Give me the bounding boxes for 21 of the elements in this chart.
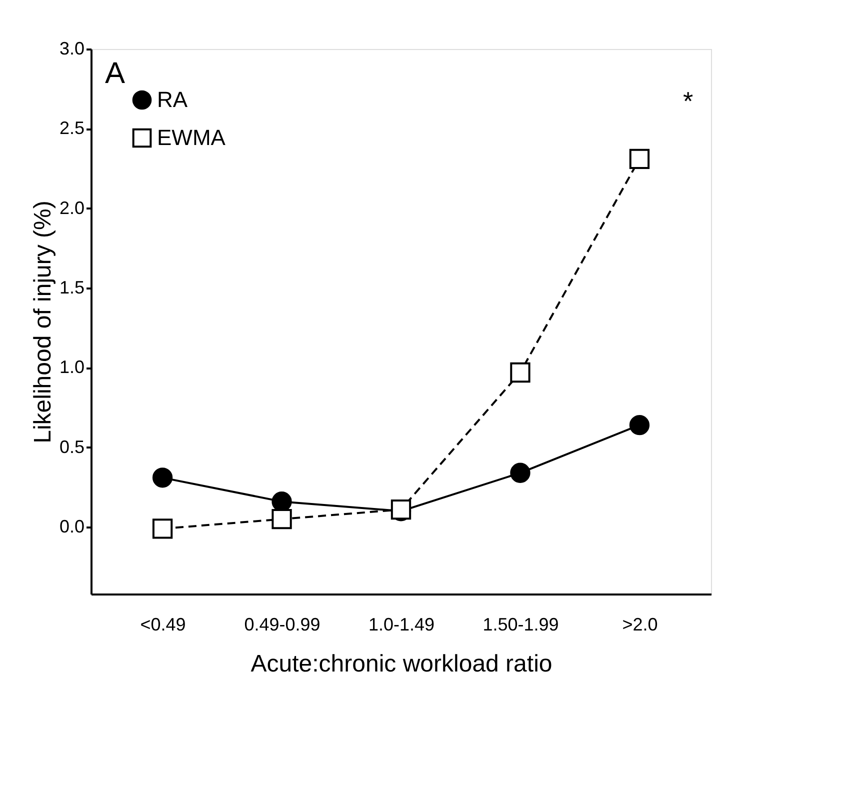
annotation: A xyxy=(105,57,126,90)
y-tick-label: 1.5 xyxy=(59,278,84,298)
y-tick-label: 3.0 xyxy=(59,38,84,58)
point xyxy=(629,415,650,436)
y-tick-label: 2.0 xyxy=(59,198,84,218)
legend-label: RA xyxy=(157,87,188,112)
point xyxy=(152,468,173,488)
point xyxy=(510,462,530,483)
legend-label: EWMA xyxy=(157,125,226,150)
y-tick-label: 0.0 xyxy=(59,516,84,537)
annotation: * xyxy=(683,86,694,116)
y-tick-label: 0.5 xyxy=(59,436,84,457)
x-tick-label: <0.49 xyxy=(140,614,186,634)
y-tick-label: 2.5 xyxy=(59,118,84,138)
x-tick-label: >2.0 xyxy=(622,614,658,634)
x-tick-label: 1.0-1.49 xyxy=(368,614,435,634)
y-axis-title: Likelihood of injury (%) xyxy=(29,200,56,444)
x-axis-title: Acute:chronic workload ratio xyxy=(250,650,552,678)
x-tick-label: 1.50-1.99 xyxy=(482,614,559,634)
x-tick-label: 0.49-0.99 xyxy=(244,614,320,634)
y-tick-label: 1.0 xyxy=(59,357,84,378)
